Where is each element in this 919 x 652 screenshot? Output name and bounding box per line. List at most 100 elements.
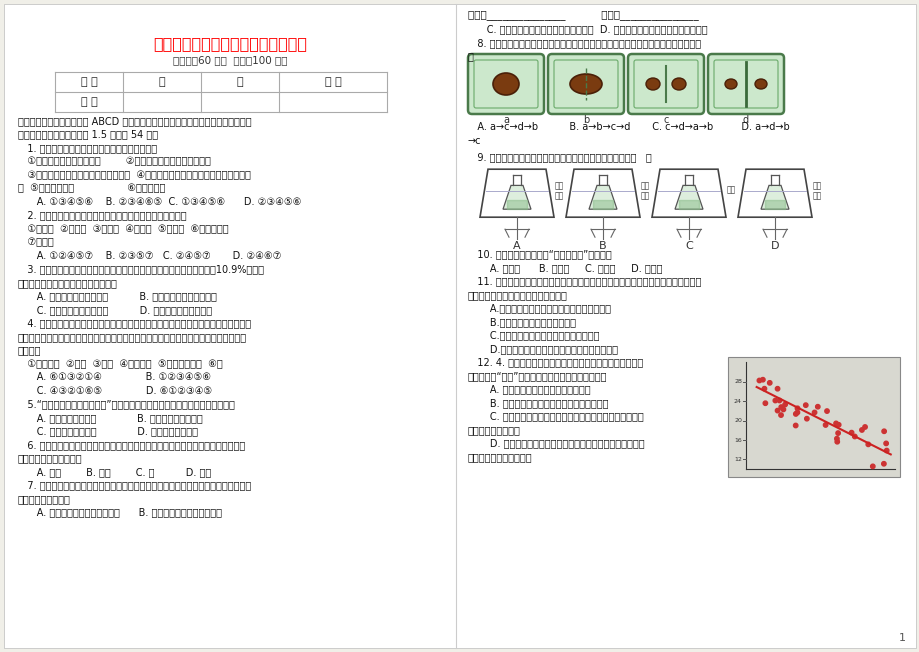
Text: C. 细胞壁具有控制物质进出细胞的功能  D. 细胞膜具有控制物质进出细胞的功能: C. 细胞壁具有控制物质进出细胞的功能 D. 细胞膜具有控制物质进出细胞的功能	[468, 24, 707, 34]
Text: 2. 洋葱根尖的成熟区细胞和人的小肠上皮细胞都有的结构是: 2. 洋葱根尖的成熟区细胞和人的小肠上皮细胞都有的结构是	[18, 211, 187, 220]
Circle shape	[762, 387, 766, 391]
Text: B: B	[598, 241, 607, 251]
Text: 一: 一	[158, 77, 165, 87]
Circle shape	[794, 410, 799, 415]
Text: 填入本题答题栏内。每小题 1.5 分，共 54 分）: 填入本题答题栏内。每小题 1.5 分，共 54 分）	[18, 130, 158, 140]
Text: 24: 24	[733, 398, 742, 404]
Circle shape	[883, 441, 888, 445]
Text: 10. 动植物细胞中被称为“遗传信息库”的结构是: 10. 动植物细胞中被称为“遗传信息库”的结构是	[468, 249, 611, 259]
Text: 班级：_______________           姓名：_______________: 班级：_______________ 姓名：_______________	[468, 10, 698, 20]
Circle shape	[880, 462, 885, 466]
Text: 3. 制作人口腔上皮细胞的临时装片时，要将刷取的口腔上皮细胞涂抒到10.9%的生理: 3. 制作人口腔上皮细胞的临时装片时，要将刷取的口腔上皮细胞涂抒到10.9%的生…	[18, 265, 264, 274]
Text: B. 人体散热（储热）的能力可能与身材有关: B. 人体散热（储热）的能力可能与身材有关	[468, 398, 607, 408]
Text: a: a	[503, 115, 508, 125]
FancyBboxPatch shape	[628, 54, 703, 114]
Text: 8. 下图为植物细胞分裂过程中不同时期的图像，按发生分裂的先后顺序，它们的关系: 8. 下图为植物细胞分裂过程中不同时期的图像，按发生分裂的先后顺序，它们的关系	[468, 38, 700, 48]
Text: A. 阳光        B. 温度        C. 水          D. 土壤: A. 阳光 B. 温度 C. 水 D. 土壤	[18, 467, 211, 477]
Text: C. 生物能够繁殖后代             D. 生物能够适应环境: C. 生物能够繁殖后代 D. 生物能够适应环境	[18, 426, 198, 436]
Text: D. 如果我们到海南岛去旅游，为了适应那里炎热的环境，: D. 如果我们到海南岛去旅游，为了适应那里炎热的环境，	[468, 438, 644, 448]
Text: c: c	[663, 115, 668, 125]
Ellipse shape	[570, 74, 601, 94]
Text: C: C	[685, 241, 692, 251]
Text: ①营养物质  ②空气  ③阳光  ④适宜温度  ⑤一定生存空间  ⑥水: ①营养物质 ②空气 ③阳光 ④适宜温度 ⑤一定生存空间 ⑥水	[18, 359, 222, 369]
Text: 清水: 清水	[641, 192, 650, 201]
Text: D.夜晚二氧化碳减少，细胞体积变小，比重增加: D.夜晚二氧化碳减少，细胞体积变小，比重增加	[468, 344, 618, 353]
Circle shape	[858, 428, 863, 432]
Text: 5.“春种一粒粟，秋收万颗筽”，该诗句描述的生命现象主要体现的生物特征是: 5.“春种一粒粟，秋收万颗筽”，该诗句描述的生命现象主要体现的生物特征是	[18, 400, 234, 409]
Text: 夜晚沉入水中，它们白浮夜沉的原因是: 夜晚沉入水中，它们白浮夜沉的原因是	[468, 289, 567, 300]
Text: 温水: 温水	[812, 182, 822, 190]
Polygon shape	[588, 185, 617, 209]
Text: ①细胞壁  ②细胞膜  ③叶绻体  ④线粒体  ⑤细胞核  ⑥中央大液泡: ①细胞壁 ②细胞膜 ③叶绻体 ④线粒体 ⑤细胞核 ⑥中央大液泡	[18, 224, 229, 234]
Text: 我们的身材将会变得矮小: 我们的身材将会变得矮小	[468, 452, 532, 462]
Text: 12. 4. 右图为地球上不同纬度地区的人类骨盆宽度示意图，: 12. 4. 右图为地球上不同纬度地区的人类骨盆宽度示意图，	[468, 357, 642, 367]
Text: D: D	[770, 241, 778, 251]
Circle shape	[763, 401, 766, 406]
FancyBboxPatch shape	[548, 54, 623, 114]
Circle shape	[815, 404, 819, 409]
Text: 7. 植物的根既能吸收土壤中的氮、磷、钟等营养物质，又能把其它不需要的物质挡在: 7. 植物的根既能吸收土壤中的氮、磷、钟等营养物质，又能把其它不需要的物质挡在	[18, 481, 251, 490]
Circle shape	[775, 408, 779, 413]
Circle shape	[760, 378, 765, 382]
Text: A. 防止细菌在装片中繁殖          B. 防止细胞吸水过多而胀破: A. 防止细菌在装片中繁殖 B. 防止细胞吸水过多而胀破	[18, 291, 217, 301]
Text: 外面，这主要是由于: 外面，这主要是由于	[18, 494, 71, 504]
Ellipse shape	[493, 73, 518, 95]
Text: 28: 28	[733, 379, 742, 384]
Text: 温水: 温水	[726, 186, 735, 194]
Text: A.白天光合作用旺盛，产生了大量的二氧化碳: A.白天光合作用旺盛，产生了大量的二氧化碳	[468, 303, 610, 313]
Text: A: A	[513, 241, 520, 251]
Circle shape	[778, 405, 783, 409]
Circle shape	[804, 417, 808, 421]
Bar	[727, 357, 899, 477]
Circle shape	[766, 381, 771, 385]
Circle shape	[792, 423, 797, 428]
Text: 1. 制作人体口腔上皮细胞临时装片的正确顺序是: 1. 制作人体口腔上皮细胞临时装片的正确顺序是	[18, 143, 157, 153]
Circle shape	[835, 431, 839, 436]
Text: d: d	[743, 115, 748, 125]
Text: 状形成的主要环境因素是: 状形成的主要环境因素是	[18, 454, 83, 464]
Text: 酒精: 酒精	[554, 182, 563, 190]
Text: 9. 下列装置中，能够快速、安全地脱去叶片中叶绻素的是（   ）: 9. 下列装置中，能够快速、安全地脱去叶片中叶绻素的是（ ）	[468, 152, 651, 162]
Circle shape	[780, 408, 785, 411]
Text: A. 细胞壁具有保护细胞的功能      B. 细胞膜具有保护细胞的功能: A. 细胞壁具有保护细胞的功能 B. 细胞膜具有保护细胞的功能	[18, 507, 221, 518]
Polygon shape	[503, 185, 530, 209]
Circle shape	[833, 421, 837, 426]
Circle shape	[865, 442, 869, 447]
Circle shape	[811, 410, 816, 415]
Circle shape	[883, 449, 888, 452]
Text: C. 迅速杀死细胞以便观察          D. 利用生理盐水粘住细胞: C. 迅速杀死细胞以便观察 D. 利用生理盐水粘住细胞	[18, 305, 212, 315]
Polygon shape	[675, 185, 702, 209]
Text: 20: 20	[733, 418, 742, 423]
Text: A. a→c→d→b          B. a→b→c→d       C. c→d→a→b         D. a→d→b: A. a→c→d→b B. a→b→c→d C. c→d→a→b D. a→d→…	[468, 122, 789, 132]
Circle shape	[835, 422, 840, 427]
Text: b: b	[583, 115, 588, 125]
Text: →c: →c	[468, 136, 481, 145]
FancyBboxPatch shape	[468, 54, 543, 114]
Circle shape	[881, 429, 885, 434]
Circle shape	[777, 398, 781, 403]
Text: 盐水中，而不能涂抒在清水中，目的是: 盐水中，而不能涂抒在清水中，目的是	[18, 278, 118, 288]
Text: 酒精: 酒精	[641, 182, 650, 190]
Circle shape	[823, 422, 827, 427]
Text: A. ⑥①③②①④              B. ①②③④⑤⑥: A. ⑥①③②①④ B. ①②③④⑤⑥	[18, 372, 210, 383]
Text: 下  ⑤滴加碘液染色                 ⑥盖上盖玻片: 下 ⑤滴加碘液染色 ⑥盖上盖玻片	[18, 183, 165, 194]
Ellipse shape	[724, 79, 736, 89]
Ellipse shape	[754, 79, 766, 89]
Circle shape	[802, 403, 807, 408]
Text: C. 祖祖辈辈生活在赤道附近的人，其身材一般要比生活在: C. 祖祖辈辈生活在赤道附近的人，其身材一般要比生活在	[468, 411, 643, 421]
Circle shape	[869, 464, 874, 469]
Text: 16: 16	[733, 437, 742, 443]
Text: B.夜晚呼吸作用旺盛，产生了水: B.夜晚呼吸作用旺盛，产生了水	[468, 317, 575, 327]
Text: （时间：60 分钟  满分：100 分）: （时间：60 分钟 满分：100 分）	[173, 55, 287, 65]
Circle shape	[775, 387, 779, 391]
Text: A. 生物能够由小长大             B. 生物的生活需要营养: A. 生物能够由小长大 B. 生物的生活需要营养	[18, 413, 202, 423]
Text: 高纬度地区的人小些: 高纬度地区的人小些	[468, 424, 520, 435]
Text: 一、选择题（下列各题均有 ABCD 四个答案，其中只有一个是正确的，请把它选出来: 一、选择题（下列各题均有 ABCD 四个答案，其中只有一个是正确的，请把它选出来	[18, 116, 252, 126]
Text: 4. 养花时，我们要经常给花浇水、施肥、松土，把花放在阳光下，天冷了还要及时把: 4. 养花时，我们要经常给花浇水、施肥、松土，把花放在阳光下，天冷了还要及时把	[18, 318, 251, 329]
Text: ③用消毒牙签从口腔颊壁处轻轻刷几下  ④把牙签放在载玻片的液滴中均匀地涂抹几: ③用消毒牙签从口腔颊壁处轻轻刷几下 ④把牙签放在载玻片的液滴中均匀地涂抹几	[18, 170, 251, 180]
Ellipse shape	[645, 78, 659, 90]
Ellipse shape	[671, 78, 686, 90]
Text: 总 分: 总 分	[324, 77, 341, 87]
Text: A. 生物必然与其所生活的环境相适应: A. 生物必然与其所生活的环境相适应	[468, 384, 590, 394]
Circle shape	[772, 398, 777, 403]
